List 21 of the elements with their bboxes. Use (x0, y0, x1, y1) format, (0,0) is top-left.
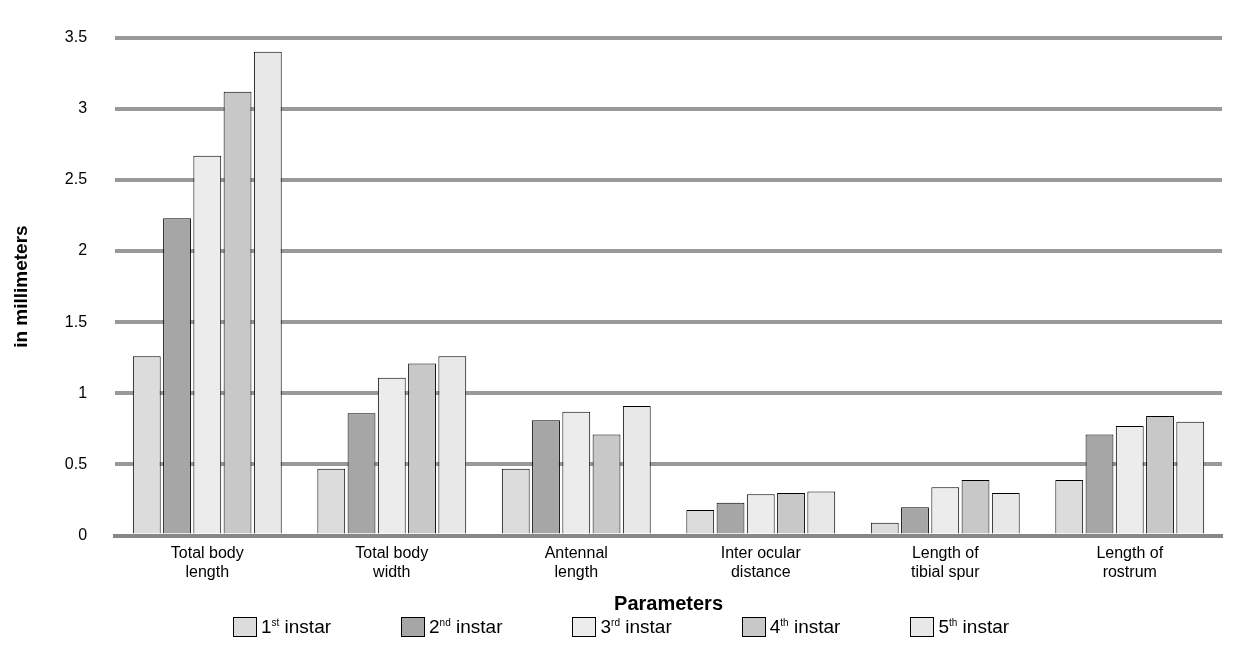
y-tick-label: 3.5 (64, 28, 88, 46)
x-axis-title: Parameters (614, 591, 724, 614)
x-tick-label: Length of rostrum (1096, 543, 1164, 580)
y-tick-label: 1 (78, 383, 88, 401)
y-axis-title: in millimeters (9, 225, 31, 348)
legend-label: 3$^{rd}$ instar (600, 616, 672, 638)
legend-label: 4$^{th}$ instar (769, 616, 841, 638)
y-tick-label: 0 (78, 526, 88, 544)
x-tick-label: Total body length (170, 543, 244, 580)
y-tick-label: 1.5 (64, 312, 88, 330)
x-tick-label: Length of tibial spur (911, 543, 981, 580)
x-tick-label: Inter ocular distance (720, 543, 802, 580)
x-tick-label: Antennal length (544, 543, 608, 580)
legend-label: 5$^{th}$ instar (938, 616, 1010, 638)
legend-label: 2$^{nd}$ instar (429, 616, 503, 638)
x-tick-label: Total body width (355, 543, 429, 580)
y-tick-label: 2 (78, 241, 88, 259)
y-tick-label: 0.5 (64, 454, 88, 472)
legend-label: 1$^{st}$ instar (260, 616, 332, 638)
y-tick-label: 3 (78, 99, 88, 117)
y-tick-label: 2.5 (64, 170, 88, 188)
